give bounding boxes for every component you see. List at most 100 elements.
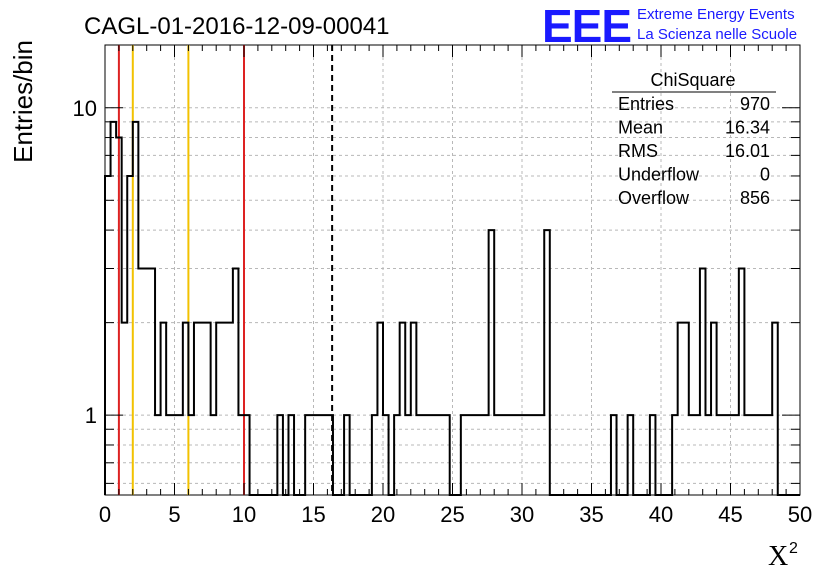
histogram-bin [466, 415, 472, 495]
reference-lines [117, 45, 334, 495]
stats-row-label: RMS [618, 141, 658, 161]
histogram-bin [611, 415, 617, 495]
histogram-bin [372, 415, 378, 495]
x-axis-label: X 2 [768, 540, 798, 572]
x-tick-label: 10 [232, 502, 256, 527]
y-tick-label: 10 [73, 96, 97, 121]
histogram-bin [511, 415, 517, 495]
stats-row-label: Overflow [618, 188, 690, 208]
histogram-bin [422, 415, 428, 495]
eee-logo-line2: La Scienza nelle Scuole [637, 26, 797, 43]
eee-logo: EEE Extreme Energy Events La Scienza nel… [542, 0, 797, 52]
histogram-bin [183, 323, 189, 495]
histogram-bin [200, 323, 206, 495]
histogram-bin [122, 323, 128, 495]
y-tick-label: 1 [85, 403, 97, 428]
histogram-bin [628, 415, 634, 495]
histogram-bin [377, 323, 383, 495]
histogram-bin [205, 323, 211, 495]
histogram-bin [739, 268, 745, 495]
histogram-bin [705, 415, 711, 495]
histogram-bin [305, 415, 311, 495]
stats-row-value: 0 [760, 165, 770, 185]
x-tick-label: 0 [99, 502, 111, 527]
histogram-bin [111, 122, 117, 495]
eee-logo-mark: EEE [542, 0, 631, 52]
histogram-bin [722, 415, 728, 495]
histogram-bin [761, 415, 767, 495]
histogram-bin [166, 415, 172, 495]
histogram-bin [539, 415, 545, 495]
histogram [104, 120, 800, 496]
histogram-bin [316, 415, 322, 495]
histogram-bin [105, 176, 111, 495]
histogram-bin [277, 415, 283, 495]
histogram-bin [461, 415, 467, 495]
histogram-bin [772, 323, 778, 495]
histogram-bin [683, 323, 689, 495]
histogram-bin [227, 323, 233, 495]
histogram-bin [144, 268, 150, 495]
chart-title: CAGL-01-2016-12-09-00041 [84, 13, 390, 40]
histogram-bin [288, 415, 294, 495]
histogram-bin [689, 415, 695, 495]
histogram-bin [155, 415, 161, 495]
histogram-outline [104, 120, 800, 496]
histogram-bin [733, 415, 739, 495]
axis-ticks: 0 5 10 15 20 25 30 35 40 45 50 1 10 [73, 45, 812, 527]
histogram-bin [327, 415, 333, 495]
stats-row-label: Entries [618, 94, 674, 114]
x-tick-label: 45 [718, 502, 742, 527]
histogram-bin [133, 122, 139, 495]
stats-box-title: ChiSquare [650, 70, 735, 90]
histogram-bin [433, 415, 439, 495]
x-tick-label: 40 [649, 502, 673, 527]
histogram-bin [672, 415, 678, 495]
x-tick-label: 50 [788, 502, 812, 527]
x-tick-label: 30 [510, 502, 534, 527]
histogram-bin [489, 230, 495, 495]
histogram-bin [177, 415, 183, 495]
histogram-bin [222, 323, 228, 495]
stats-row-label: Underflow [618, 165, 700, 185]
histogram-bin [700, 268, 706, 495]
histogram-bin [439, 415, 445, 495]
histogram-bin [516, 415, 522, 495]
histogram-bin [238, 415, 244, 495]
histogram-bin [400, 323, 406, 495]
histogram-bin [767, 415, 773, 495]
histogram-bin [472, 415, 478, 495]
stats-row-value: 16.01 [725, 141, 770, 161]
stats-box: ChiSquare Entries 970 Mean 16.34 RMS 16.01 Und… [612, 70, 776, 208]
histogram-bin [444, 415, 450, 495]
histogram-bin [522, 415, 528, 495]
y-axis-label: Entries/bin [8, 40, 38, 163]
histogram-bin [394, 415, 400, 495]
stats-row-value: 16.34 [725, 118, 770, 138]
x-tick-label: 35 [579, 502, 603, 527]
histogram-bin [478, 415, 484, 495]
histogram-bin [528, 415, 534, 495]
stats-row-label: Mean [618, 118, 663, 138]
histogram-bin [678, 323, 684, 495]
histogram-bin [717, 415, 723, 495]
histogram-bin [322, 415, 328, 495]
histogram-bin [483, 415, 489, 495]
eee-logo-line1: Extreme Energy Events [637, 6, 795, 23]
histogram-bin [244, 415, 250, 495]
stats-row-value: 970 [740, 94, 770, 114]
histogram-bin [494, 415, 500, 495]
histogram-bin [344, 415, 350, 495]
histogram-bin [188, 415, 194, 495]
histogram-bin [149, 268, 155, 495]
x-tick-label: 15 [301, 502, 325, 527]
histogram-bin [416, 415, 422, 495]
histogram-bin [194, 323, 200, 495]
histogram-bin [161, 323, 167, 495]
x-axis-label-base: X [768, 541, 788, 572]
stats-box-rows: Entries 970 Mean 16.34 RMS 16.01 Underflow 0 Ove… [618, 94, 770, 208]
histogram-bin [127, 176, 133, 495]
histogram-bin [138, 268, 144, 495]
histogram-bin [383, 415, 389, 495]
